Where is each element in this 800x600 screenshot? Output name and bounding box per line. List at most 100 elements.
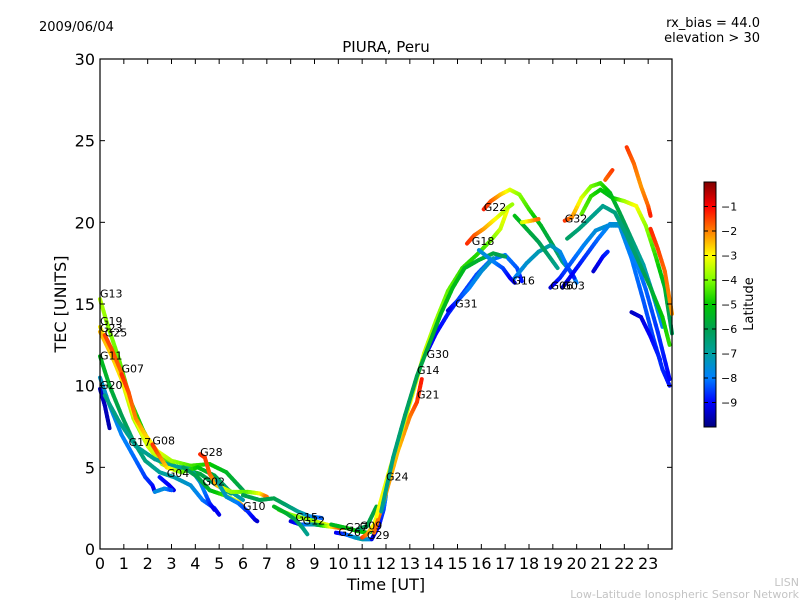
satellite-label: G29 — [367, 529, 390, 542]
colorbar: −1 −2 −3 −4 −5 −6 −7 −8 −9 Latitude — [703, 181, 757, 428]
track-segment — [238, 485, 245, 493]
track-segment — [603, 176, 609, 182]
x-tick-label: 15 — [447, 554, 467, 573]
x-tick-label: 22 — [614, 554, 634, 573]
y-tick-label: 15 — [75, 295, 95, 314]
y-tick-label: 5 — [85, 458, 95, 477]
satellite-track-g12b — [271, 504, 310, 537]
colorbar-tick-label: −5 — [721, 299, 737, 312]
satellite-track-g04b — [152, 486, 174, 494]
track-segment — [216, 511, 222, 517]
satellite-label: G27 — [345, 521, 368, 534]
x-tick-label: 13 — [400, 554, 420, 573]
plot-area — [98, 145, 674, 542]
satellite-label: G07 — [121, 363, 144, 376]
satellite-label: G14 — [417, 364, 440, 377]
satellite-label: G09 — [360, 519, 383, 532]
track-segment — [571, 273, 577, 280]
satellite-track-g05 — [591, 249, 610, 274]
colorbar-tick-label: −4 — [721, 274, 737, 287]
colorbar-ticks: −1 −2 −3 −4 −5 −6 −7 −8 −9 — [704, 201, 737, 410]
track-segment — [511, 279, 517, 285]
track-segment — [658, 319, 665, 329]
x-tick-label: 2 — [143, 554, 153, 573]
satellite-track-g18 — [465, 202, 515, 246]
satellite-label: G17 — [129, 436, 152, 449]
x-tick-label: 20 — [566, 554, 586, 573]
satellite-track-g01b — [565, 204, 672, 347]
colorbar-tick-label: −2 — [721, 225, 737, 238]
track-segment — [573, 279, 579, 285]
satellite-label: G19 — [100, 315, 123, 328]
satellite-label: G15 — [295, 511, 318, 524]
track-segment — [418, 377, 424, 385]
satellite-label: G26 — [338, 526, 361, 539]
satellite-label: G06 — [550, 279, 573, 292]
elevation-label: elevation > 30 — [664, 31, 760, 46]
track-segment — [519, 276, 524, 284]
colorbar-tick-label: −1 — [721, 201, 737, 214]
y-axis: 0 5 10 15 20 25 30 — [75, 50, 672, 559]
satellite-track-g16 — [476, 248, 517, 285]
satellite-label: G04 — [167, 467, 190, 480]
track-segment — [211, 506, 217, 512]
satellite-label: G20 — [100, 379, 123, 392]
track-segment — [665, 369, 672, 382]
satellite-label: G16 — [512, 274, 535, 287]
x-tick-label: 4 — [190, 554, 200, 573]
x-tick-label: 0 — [95, 554, 105, 573]
y-tick-label: 25 — [75, 132, 95, 151]
satellite-label: G02 — [202, 475, 225, 488]
x-tick-label: 17 — [495, 554, 515, 573]
satellite-track-g31b — [379, 251, 508, 514]
x-axis: 0 1 2 3 4 5 6 7 8 9 10 11 12 13 14 15 16 17 18 19 20 21 22 23 — [95, 59, 658, 573]
satellite-track-g10b — [241, 493, 324, 520]
satellite-label: G23 — [100, 322, 123, 335]
x-tick-label: 7 — [262, 554, 272, 573]
y-tick-label: 30 — [75, 50, 95, 69]
satellite-label: G30 — [427, 348, 450, 361]
y-tick-label: 0 — [85, 540, 95, 559]
satellite-track-g10 — [214, 478, 260, 524]
x-tick-label: 14 — [423, 554, 443, 573]
track-segment — [263, 494, 269, 499]
satellite-label: G11 — [100, 350, 123, 363]
track-segment — [656, 353, 663, 362]
satellite-label: G21 — [417, 389, 440, 402]
x-tick-label: 21 — [590, 554, 610, 573]
track-segment — [106, 422, 112, 431]
satellite-label: G12 — [303, 515, 326, 528]
x-tick-label: 16 — [471, 554, 491, 573]
satellite-label: G22 — [484, 201, 507, 214]
colorbar-tick-label: −3 — [721, 250, 737, 263]
colorbar-tick-label: −6 — [721, 323, 737, 336]
track-segment — [238, 496, 245, 502]
satellite-track-g25b — [624, 145, 653, 218]
satellite-label: G25 — [105, 327, 128, 340]
satellite-label: G32 — [565, 212, 588, 225]
track-segment — [604, 249, 610, 255]
satellite-label: G13 — [100, 287, 123, 300]
satellite-track-g01 — [579, 187, 674, 336]
x-tick-label: 19 — [543, 554, 563, 573]
x-tick-label: 1 — [119, 554, 129, 573]
satellite-track-g07 — [119, 372, 245, 493]
track-segment — [509, 202, 515, 207]
x-tick-label: 11 — [352, 554, 372, 573]
x-tick-label: 23 — [638, 554, 658, 573]
x-tick-label: 9 — [309, 554, 319, 573]
x-tick-label: 5 — [214, 554, 224, 573]
footer-network: Low-Latitude Ionospheric Sensor Network — [570, 588, 799, 600]
x-tick-label: 8 — [286, 554, 296, 573]
track-segment — [666, 338, 672, 347]
x-axis-label: Time [UT] — [346, 575, 425, 594]
satellite-track-g27b — [603, 168, 615, 182]
y-tick-label: 10 — [75, 377, 95, 396]
y-axis-label: TEC [UNITS] — [51, 256, 70, 354]
satellite-label: G24 — [386, 470, 409, 483]
satellite-track-g11 — [98, 354, 222, 517]
satellite-label: G28 — [200, 446, 223, 459]
satellite-label: G31 — [455, 297, 478, 310]
satellite-track-g31 — [445, 256, 496, 313]
